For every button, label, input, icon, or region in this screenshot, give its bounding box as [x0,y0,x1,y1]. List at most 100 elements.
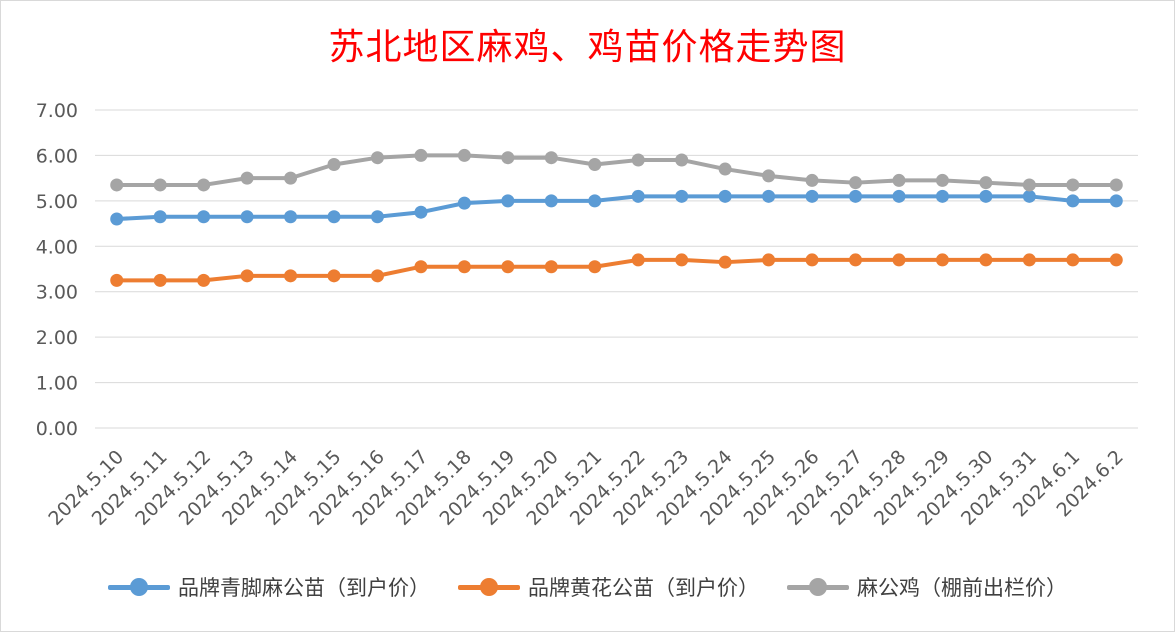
gridlines [95,109,1138,429]
data-point [327,158,341,172]
data-point [762,189,776,203]
data-point [501,151,515,165]
data-point [240,269,254,283]
legend-item: 品牌黄花公苗（到户价） [458,572,759,602]
data-point [805,253,819,267]
data-point [588,194,602,208]
y-tick-label: 7.00 [36,100,78,122]
data-point [457,148,471,162]
data-point [675,189,689,203]
series-2 [110,253,1123,287]
y-tick-label: 2.00 [36,327,78,349]
data-point [979,189,993,203]
data-point [327,210,341,224]
y-tick-label: 3.00 [36,282,78,304]
data-point [979,253,993,267]
data-point [935,189,949,203]
data-point [1066,178,1080,192]
data-point [370,269,384,283]
legend-swatch [458,575,520,599]
data-point [414,260,428,274]
legend-label: 品牌黄花公苗（到户价） [528,576,759,600]
data-point [631,189,645,203]
data-point [849,189,863,203]
legend-item: 品牌青脚麻公苗（到户价） [108,572,430,602]
data-point [675,253,689,267]
data-point [892,253,906,267]
data-point [631,153,645,167]
data-point [197,178,211,192]
x-axis-ticks: 2024.5.102024.5.112024.5.122024.5.132024… [44,446,1127,530]
data-point [718,189,732,203]
data-point [631,253,645,267]
data-point [284,269,298,283]
y-tick-label: 5.00 [36,191,78,213]
data-point [1109,178,1123,192]
legend-item: 麻公鸡（棚前出栏价） [787,572,1067,602]
data-point [457,260,471,274]
legend-swatch [787,575,849,599]
series-line [114,194,1119,222]
legend-swatch [108,575,170,599]
data-point [284,210,298,224]
data-point [544,151,558,165]
data-point [588,260,602,274]
data-point [762,253,776,267]
data-point [457,196,471,210]
data-point [979,176,993,190]
data-point [849,253,863,267]
data-point [153,273,167,287]
data-point [1022,253,1036,267]
data-point [501,260,515,274]
y-tick-label: 6.00 [36,145,78,167]
data-point [1109,253,1123,267]
y-tick-label: 4.00 [36,236,78,258]
data-point [892,173,906,187]
y-tick-label: 0.00 [36,418,78,440]
data-point [370,151,384,165]
data-point [935,253,949,267]
series-line [114,153,1119,187]
data-point [110,178,124,192]
chart-title: 苏北地区麻鸡、鸡苗价格走势图 [328,27,847,68]
data-point [805,189,819,203]
data-point [501,194,515,208]
data-point [892,189,906,203]
data-point [153,178,167,192]
data-point [110,212,124,226]
data-point [1066,194,1080,208]
data-point [110,273,124,287]
y-tick-label: 1.00 [36,373,78,395]
data-point [544,260,558,274]
data-point [588,158,602,172]
series-layer [110,148,1123,287]
legend: 品牌青脚麻公苗（到户价） 品牌黄花公苗（到户价） 麻公鸡（棚前出栏价） [0,572,1175,602]
data-point [370,210,384,224]
data-point [1022,178,1036,192]
y-axis-ticks: 0.00 1.00 2.00 3.00 4.00 5.00 6.00 7.00 [36,100,78,440]
legend-label: 麻公鸡（棚前出栏价） [857,576,1067,600]
data-point [762,169,776,183]
data-point [284,171,298,185]
data-point [240,210,254,224]
series-line [114,257,1119,283]
data-point [935,173,949,187]
series-3 [110,148,1123,192]
data-point [414,205,428,219]
data-point [849,176,863,190]
data-point [1109,194,1123,208]
data-point [327,269,341,283]
data-point [1066,253,1080,267]
legend-label: 品牌青脚麻公苗（到户价） [178,576,430,600]
data-point [718,162,732,176]
data-point [414,148,428,162]
data-point [153,210,167,224]
data-point [1022,189,1036,203]
data-point [240,171,254,185]
data-point [805,173,819,187]
data-point [718,255,732,269]
data-point [197,210,211,224]
data-point [675,153,689,167]
